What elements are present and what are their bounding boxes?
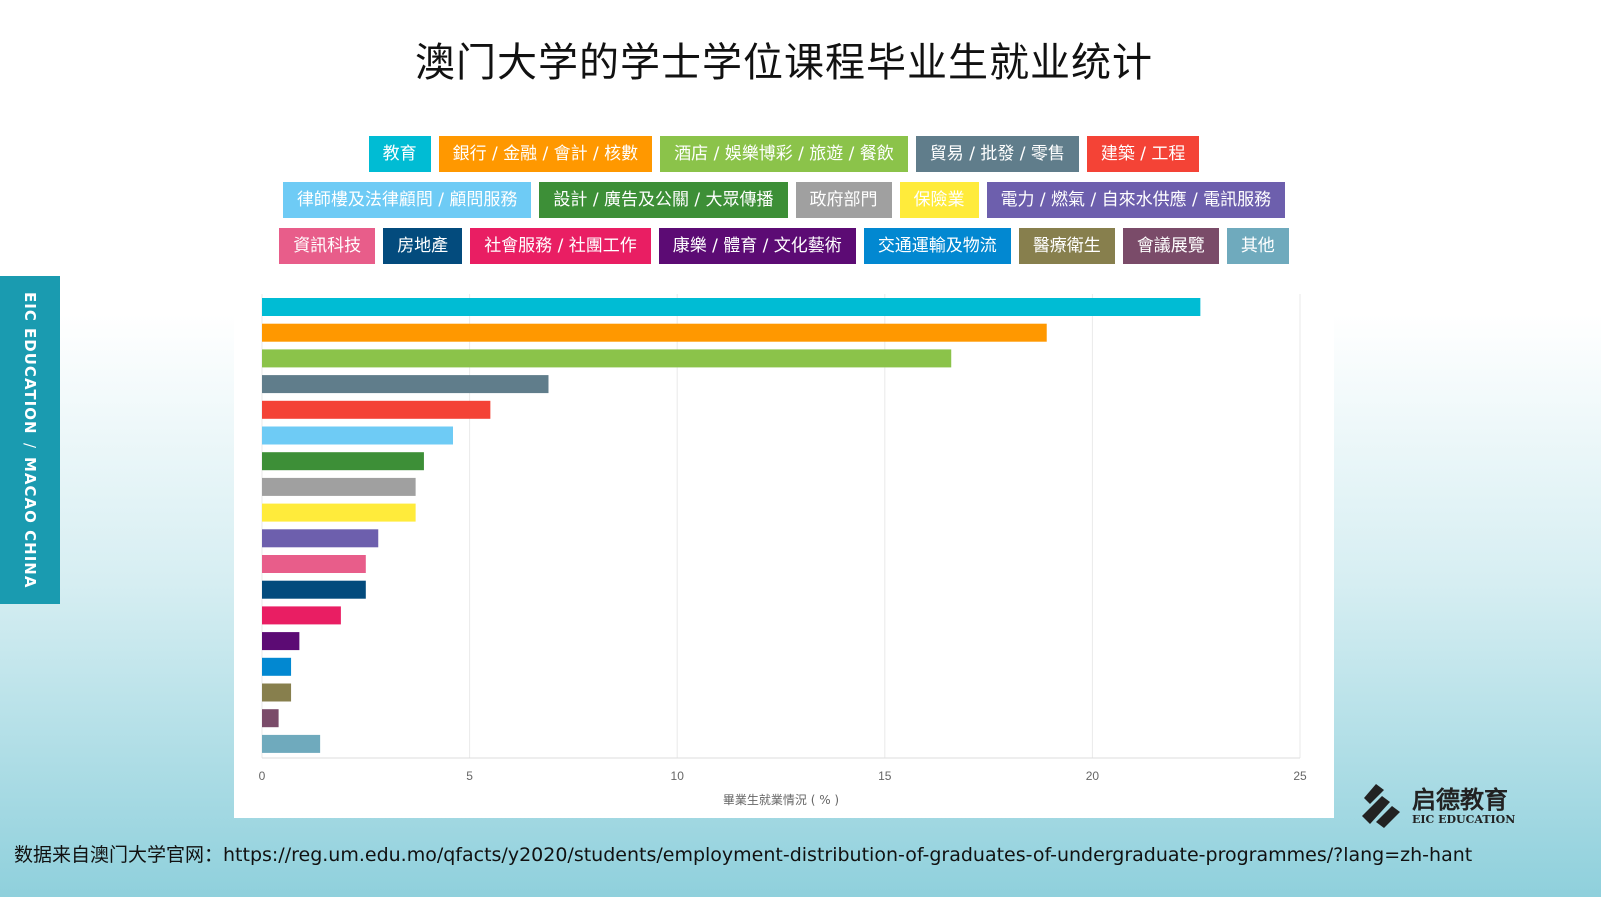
x-tick-label: 25 xyxy=(1293,769,1307,783)
legend-item[interactable]: 資訊科技 xyxy=(279,228,376,264)
bar-chart: 0 5 10 15 20 25 畢業生就業情況 ( % ) xyxy=(259,294,1307,807)
x-axis-label: 畢業生就業情況 ( % ) xyxy=(723,792,839,807)
legend-item[interactable]: 設計 / 廣告及公關 / 大眾傳播 xyxy=(539,182,788,218)
legend-row: 教育 銀行 / 金融 / 會計 / 核數 酒店 / 娛樂博彩 / 旅遊 / 餐飲 貿易… xyxy=(0,136,1568,172)
page-title: 澳门大学的学士学位课程毕业生就业统计 xyxy=(415,40,1153,86)
bar-16 xyxy=(262,709,279,728)
eic-logo-icon xyxy=(1362,784,1400,828)
logo: 启德教育 EIC EDUCATION xyxy=(1356,782,1515,830)
bar-1 xyxy=(262,323,1047,342)
bar-4 xyxy=(262,400,491,419)
legend-item[interactable]: 貿易 / 批發 / 零售 xyxy=(915,136,1079,172)
legend-item[interactable]: 醫療衛生 xyxy=(1018,228,1115,264)
bar-5 xyxy=(262,426,453,445)
side-tab-brand: EIC EDUCATION xyxy=(21,291,39,435)
legend-item[interactable]: 銀行 / 金融 / 會計 / 核數 xyxy=(438,136,653,172)
bar-6 xyxy=(262,452,424,471)
logo-cn: 启德教育 xyxy=(1412,785,1508,814)
legend-item[interactable]: 交通運輸及物流 xyxy=(863,228,1011,264)
legend-item[interactable]: 會議展覽 xyxy=(1122,228,1219,264)
x-tick-label: 0 xyxy=(259,769,266,783)
x-tick-label: 15 xyxy=(878,769,892,783)
side-tab-location: MACAO CHINA xyxy=(21,456,39,588)
legend-item[interactable]: 律師樓及法律顧問 / 顧問服務 xyxy=(282,182,532,218)
legend-item[interactable]: 酒店 / 娛樂博彩 / 旅遊 / 餐飲 xyxy=(660,136,908,172)
bar-11 xyxy=(262,580,366,599)
legend-item[interactable]: 房地產 xyxy=(383,228,463,264)
legend-item[interactable]: 其他 xyxy=(1226,228,1289,264)
legend-item[interactable]: 康樂 / 體育 / 文化藝術 xyxy=(658,228,856,264)
bar-17 xyxy=(262,734,321,753)
bar-13 xyxy=(262,632,300,651)
legend-item[interactable]: 教育 xyxy=(368,136,431,172)
bar-10 xyxy=(262,555,366,573)
legend-item[interactable]: 社會服務 / 社團工作 xyxy=(470,228,651,264)
bar-14 xyxy=(262,657,292,676)
legend-item[interactable]: 政府部門 xyxy=(795,182,892,218)
x-tick-label: 10 xyxy=(671,769,685,783)
bar-15 xyxy=(262,683,292,702)
x-tick-label: 20 xyxy=(1086,769,1100,783)
legend-row: 資訊科技 房地產 社會服務 / 社團工作 康樂 / 體育 / 文化藝術 交通運輸及物流醫… xyxy=(0,228,1568,264)
bar-3 xyxy=(262,375,549,394)
bar-8 xyxy=(262,503,416,522)
source-text: 数据来自澳门大学官网：https://reg.um.edu.mo/qfacts/… xyxy=(14,844,1473,866)
bar-2 xyxy=(262,349,952,368)
legend-item[interactable]: 建築 / 工程 xyxy=(1086,136,1200,172)
legend-item[interactable]: 保險業 xyxy=(899,182,979,218)
side-tab: EIC EDUCATION / MACAO CHINA xyxy=(0,276,60,604)
bar-0 xyxy=(262,298,1201,316)
bar-9 xyxy=(262,529,379,548)
logo-en: EIC EDUCATION xyxy=(1412,812,1516,826)
x-tick-label: 5 xyxy=(466,769,473,783)
legend-row: 律師樓及法律顧問 / 顧問服務 設計 / 廣告及公關 / 大眾傳播 政府部門 保險業電… xyxy=(0,182,1568,218)
side-tab-sep: / xyxy=(21,442,39,449)
legend-item[interactable]: 電力 / 燃氣 / 自來水供應 / 電訊服務 xyxy=(986,182,1286,218)
bar-7 xyxy=(262,477,416,496)
bar-12 xyxy=(262,606,341,625)
